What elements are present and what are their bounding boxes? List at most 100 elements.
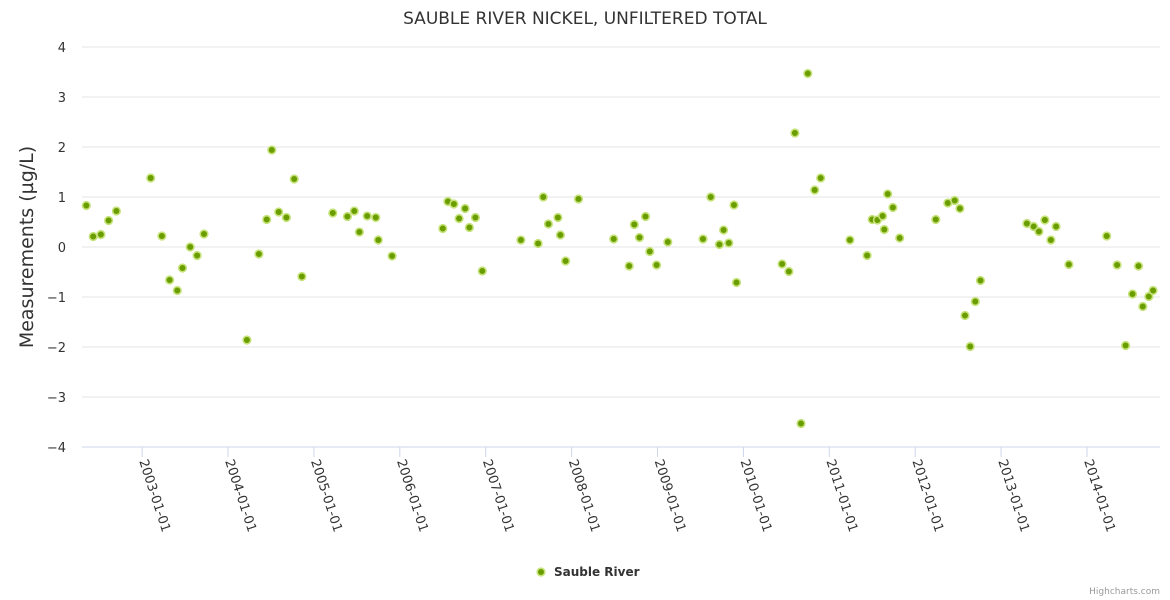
y-tick-label: 0 [58, 241, 66, 256]
data-point[interactable] [609, 234, 619, 244]
data-point[interactable] [950, 195, 960, 206]
data-point[interactable] [560, 256, 571, 266]
data-point[interactable] [1127, 289, 1138, 299]
data-point[interactable] [975, 275, 986, 286]
data-point[interactable] [862, 250, 872, 261]
data-point[interactable] [1051, 221, 1061, 232]
data-point[interactable] [454, 213, 464, 224]
data-point[interactable] [629, 219, 639, 230]
data-point[interactable] [883, 189, 893, 199]
data-point[interactable] [267, 145, 277, 155]
data-point[interactable] [342, 211, 353, 222]
data-point[interactable] [1144, 291, 1154, 302]
data-point[interactable] [960, 310, 970, 321]
y-gridlines [82, 46, 1160, 398]
data-point[interactable] [96, 229, 106, 240]
data-point[interactable] [573, 194, 584, 204]
data-point[interactable] [1138, 301, 1148, 312]
data-point[interactable] [185, 242, 195, 252]
data-point[interactable] [157, 231, 167, 241]
data-point[interactable] [289, 174, 299, 184]
data-point[interactable] [970, 296, 980, 307]
data-point[interactable] [254, 249, 264, 259]
data-point[interactable] [1120, 340, 1131, 351]
data-point[interactable] [555, 230, 566, 240]
data-point[interactable] [1040, 215, 1050, 225]
highcharts-credits[interactable]: Highcharts.com [1089, 587, 1160, 597]
data-point[interactable] [274, 207, 284, 217]
data-point[interactable] [931, 214, 941, 225]
data-point[interactable] [371, 212, 381, 223]
data-point[interactable] [470, 212, 481, 223]
data-point[interactable] [845, 235, 855, 245]
data-point[interactable] [516, 235, 526, 245]
data-point[interactable] [663, 237, 673, 247]
data-point[interactable] [297, 271, 307, 282]
data-point[interactable] [1133, 261, 1144, 271]
data-point[interactable] [1064, 259, 1074, 270]
data-point[interactable] [790, 128, 800, 138]
data-point[interactable] [449, 199, 459, 209]
legend-label-sauble-river[interactable]: Sauble River [554, 565, 640, 579]
data-point[interactable] [1148, 285, 1158, 296]
data-point[interactable] [387, 251, 397, 261]
data-point[interactable] [895, 233, 905, 243]
data-point[interactable] [624, 261, 634, 271]
data-point[interactable] [816, 173, 826, 183]
data-point[interactable] [172, 285, 182, 296]
data-point[interactable] [1034, 226, 1044, 237]
data-point[interactable] [1046, 235, 1056, 245]
data-point[interactable] [438, 223, 448, 234]
data-point[interactable] [706, 192, 716, 202]
legend-marker-sauble-river[interactable] [536, 567, 546, 577]
data-point[interactable] [199, 229, 209, 239]
series-sauble-river[interactable] [81, 68, 1158, 429]
data-point[interactable] [88, 231, 98, 242]
data-point[interactable] [533, 238, 543, 249]
data-point[interactable] [464, 222, 475, 233]
data-point[interactable] [543, 219, 554, 229]
legend[interactable]: Sauble River [536, 565, 640, 579]
data-point[interactable] [328, 208, 338, 218]
data-point[interactable] [111, 206, 121, 216]
data-point[interactable] [373, 235, 383, 245]
data-point[interactable] [810, 185, 820, 195]
data-point[interactable] [796, 418, 806, 429]
data-point[interactable] [460, 203, 470, 214]
data-point[interactable] [177, 263, 188, 273]
data-point[interactable] [718, 225, 729, 235]
data-point[interactable] [477, 266, 487, 276]
data-point[interactable] [1112, 260, 1122, 270]
data-point[interactable] [634, 232, 645, 243]
data-point[interactable] [724, 238, 734, 248]
data-point[interactable] [362, 211, 372, 221]
data-point[interactable] [262, 214, 272, 225]
data-point[interactable] [729, 200, 739, 210]
data-point[interactable] [354, 227, 365, 237]
data-point[interactable] [645, 246, 655, 257]
data-point[interactable] [192, 250, 202, 261]
data-point[interactable] [784, 266, 794, 277]
data-point[interactable] [242, 335, 252, 345]
data-point[interactable] [714, 239, 725, 250]
data-point[interactable] [146, 173, 156, 183]
data-point[interactable] [103, 215, 114, 226]
data-point[interactable] [281, 212, 292, 223]
data-point[interactable] [955, 203, 965, 214]
data-point[interactable] [538, 192, 548, 202]
data-point[interactable] [1102, 231, 1112, 241]
data-point[interactable] [965, 341, 975, 352]
data-point[interactable] [651, 260, 662, 270]
data-point[interactable] [888, 202, 898, 213]
data-point[interactable] [349, 206, 359, 216]
data-point[interactable] [803, 68, 813, 79]
data-point[interactable] [165, 275, 175, 285]
data-point[interactable] [877, 211, 888, 221]
data-point[interactable] [553, 212, 563, 223]
data-point[interactable] [698, 234, 708, 244]
data-point[interactable] [731, 277, 742, 288]
data-point[interactable] [777, 259, 787, 269]
data-point[interactable] [81, 200, 91, 211]
data-point[interactable] [879, 224, 889, 235]
data-point[interactable] [640, 211, 651, 222]
